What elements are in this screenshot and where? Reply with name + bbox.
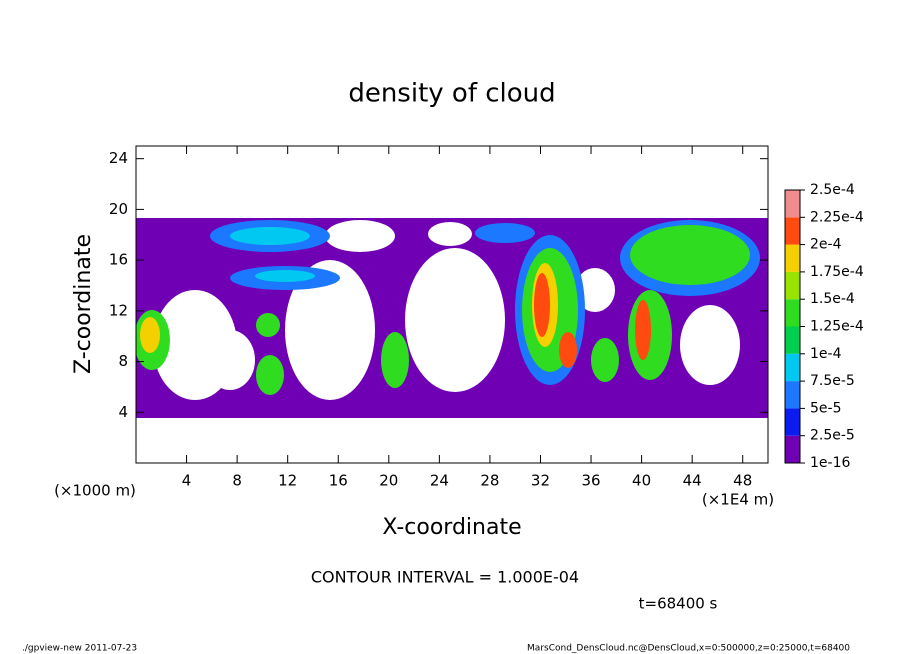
x-tick-label: 32 xyxy=(531,472,550,490)
x-tick-label: 40 xyxy=(632,472,651,490)
colorbar-band xyxy=(785,299,800,327)
colorbar-label: 2e-4 xyxy=(810,237,842,253)
x-tick-label: 44 xyxy=(683,472,702,490)
colorbar-band xyxy=(785,435,800,463)
y-tick-label: 12 xyxy=(109,301,128,319)
colorbar-label: 2.25e-4 xyxy=(810,209,864,225)
colorbar-band xyxy=(785,244,800,272)
colorbar-label: 5e-5 xyxy=(810,400,841,416)
x-tick-label: 20 xyxy=(379,472,398,490)
colorbar-band xyxy=(785,326,800,354)
colorbar-band xyxy=(785,271,800,300)
colorbar-label: 1e-4 xyxy=(810,346,842,362)
x-tick-label: 24 xyxy=(430,472,449,490)
x-tick-label: 36 xyxy=(581,472,600,490)
y-unit: (×1000 m) xyxy=(54,482,136,500)
y-tick-label: 4 xyxy=(118,403,128,421)
colorbar-label: 7.5e-5 xyxy=(810,373,855,389)
x-tick-label: 28 xyxy=(480,472,499,490)
y-tick-label: 24 xyxy=(109,149,128,167)
colorbar-label: 1e-16 xyxy=(810,455,850,471)
y-tick-label: 16 xyxy=(109,251,128,269)
colorbar-label: 1.75e-4 xyxy=(810,264,864,280)
colorbar-label: 2.5e-4 xyxy=(810,182,855,198)
x-tick-label: 12 xyxy=(278,472,297,490)
colorbar-label: 1.5e-4 xyxy=(810,291,855,307)
colorbar-label: 2.5e-5 xyxy=(810,428,855,444)
footer-right: MarsCond_DensCloud.nc@DensCloud,x=0:5000… xyxy=(527,644,850,654)
footer-left: ./gpview-new 2011-07-23 xyxy=(22,644,137,654)
x-tick-label: 4 xyxy=(182,472,192,490)
colorbar-label: 1.25e-4 xyxy=(810,319,864,335)
x-unit: (×1E4 m) xyxy=(702,491,774,509)
contour-note: CONTOUR INTERVAL = 1.000E-04 xyxy=(311,568,579,587)
field xyxy=(136,218,768,418)
colorbar-band xyxy=(785,217,800,245)
x-axis-label: X-coordinate xyxy=(382,515,521,540)
colorbar-band xyxy=(785,381,800,409)
time-label: t=68400 s xyxy=(639,595,718,613)
x-tick-label: 16 xyxy=(329,472,348,490)
colorbar-band xyxy=(785,408,800,436)
colorbar-band xyxy=(785,353,800,382)
colorbar-band xyxy=(785,190,800,218)
x-tick-label: 8 xyxy=(232,472,242,490)
plot-frame xyxy=(135,145,769,464)
x-tick-label: 48 xyxy=(733,472,752,490)
chart-title: density of cloud xyxy=(348,79,555,109)
y-axis-label: Z-coordinate xyxy=(71,234,96,374)
y-tick-label: 20 xyxy=(109,200,128,218)
y-tick-label: 8 xyxy=(118,352,128,370)
